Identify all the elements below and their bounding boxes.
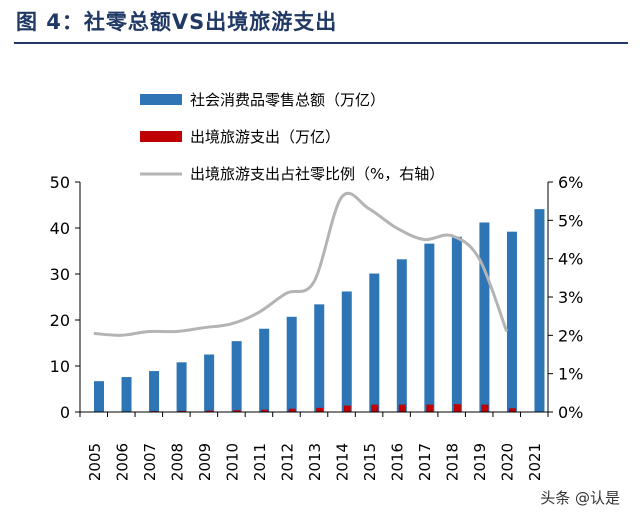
legend-label-outbound: 出境旅游支出（万亿） [190, 128, 340, 146]
bar-retail-2007 [149, 371, 160, 412]
bar-retail-2016 [396, 259, 407, 412]
watermark: 头条 @认是 [540, 489, 620, 507]
x-axis-tick-label: 2011 [251, 443, 269, 481]
x-axis-tick-label: 2019 [471, 443, 489, 481]
bar-retail-2010 [231, 341, 242, 412]
bar-retail-2005 [94, 381, 104, 412]
x-axis-tick-label: 2010 [223, 443, 241, 481]
legend-label-retail: 社会消费品零售总额（万亿） [190, 91, 385, 109]
bar-outbound-2020 [508, 408, 516, 412]
bar-retail-2006 [121, 377, 132, 412]
bar-retail-2018 [451, 236, 462, 412]
left-axis-tick-label: 40 [50, 219, 70, 238]
bar-retail-2019 [479, 222, 490, 412]
bar-retail-2020 [506, 231, 517, 412]
bar-outbound-2010 [233, 410, 241, 412]
x-axis-tick-label: 2005 [86, 443, 104, 481]
bar-retail-2017 [424, 243, 435, 412]
x-axis: 2005 2006 2007 2008 2009 2010 2011 2012 2013 2014… [79, 411, 549, 481]
bar-outbound-2013 [316, 407, 324, 412]
legend: 社会消费品零售总额（万亿） 出境旅游支出（万亿） 出境旅游支出占社零比例（%，右轴） [140, 91, 444, 183]
left-axis-tick-label: 30 [50, 265, 70, 284]
bar-outbound-2012 [288, 408, 296, 412]
bar-retail-2013 [314, 304, 325, 412]
x-axis-tick-label: 2021 [526, 443, 544, 481]
legend-label-ratio: 出境旅游支出占社零比例（%，右轴） [190, 165, 444, 183]
x-axis-tick-label: 2007 [141, 443, 159, 481]
bar-outbound-2016 [398, 404, 406, 412]
left-axis-tick-label: 20 [50, 311, 70, 330]
bar-outbound-2019 [481, 404, 489, 412]
bar-outbound-2018 [453, 404, 461, 412]
ratio-line [93, 191, 509, 337]
ratio-line-path [93, 191, 509, 337]
bar-retail-2012 [286, 316, 297, 412]
bar-outbound-2017 [426, 404, 434, 412]
x-axis-tick-label: 2012 [278, 443, 296, 481]
right-axis: 0% 1% 2% 3% 4% 5% 6% [547, 173, 583, 422]
left-axis-tick-label: 50 [50, 173, 70, 192]
bars [94, 209, 545, 413]
right-axis-tick-label: 0% [558, 403, 583, 422]
right-axis-tick-label: 5% [558, 211, 583, 230]
x-axis-tick-label: 2020 [499, 443, 517, 481]
bar-retail-2014 [341, 291, 352, 412]
bar-outbound-2011 [261, 409, 269, 412]
right-axis-tick-label: 4% [558, 250, 583, 269]
bar-outbound-2009 [206, 410, 214, 412]
x-axis-tick-label: 2016 [389, 443, 407, 481]
right-axis-tick-label: 3% [558, 288, 583, 307]
bar-retail-2008 [176, 362, 187, 412]
bar-retail-2015 [369, 273, 380, 412]
bar-outbound-2008 [178, 410, 186, 412]
x-axis-tick-label: 2006 [113, 443, 131, 481]
right-axis-tick-label: 6% [558, 173, 583, 192]
left-axis: 0 10 20 30 40 50 [50, 173, 81, 422]
left-axis-tick-label: 10 [50, 357, 70, 376]
legend-swatch-outbound [140, 131, 182, 142]
title-divider [14, 42, 628, 44]
bar-retail-2021 [534, 209, 545, 412]
x-axis-tick-label: 2015 [361, 443, 379, 481]
bar-outbound-2015 [371, 404, 379, 412]
bar-outbound-2014 [343, 405, 351, 412]
right-axis-tick-label: 1% [558, 365, 583, 384]
x-axis-tick-label: 2013 [306, 443, 324, 481]
x-axis-tick-label: 2014 [334, 443, 352, 481]
x-axis-tick-label: 2009 [196, 443, 214, 481]
x-axis-tick-label: 2008 [168, 443, 186, 481]
legend-swatch-retail [140, 94, 182, 105]
figure-title: 图 4：社零总额VS出境旅游支出 [16, 10, 338, 34]
right-axis-tick-label: 2% [558, 326, 583, 345]
x-axis-tick-label: 2018 [444, 443, 462, 481]
x-axis-tick-label: 2017 [416, 443, 434, 481]
bar-retail-2011 [259, 328, 270, 412]
left-axis-tick-label: 0 [60, 403, 70, 422]
bar-retail-2009 [204, 354, 215, 412]
